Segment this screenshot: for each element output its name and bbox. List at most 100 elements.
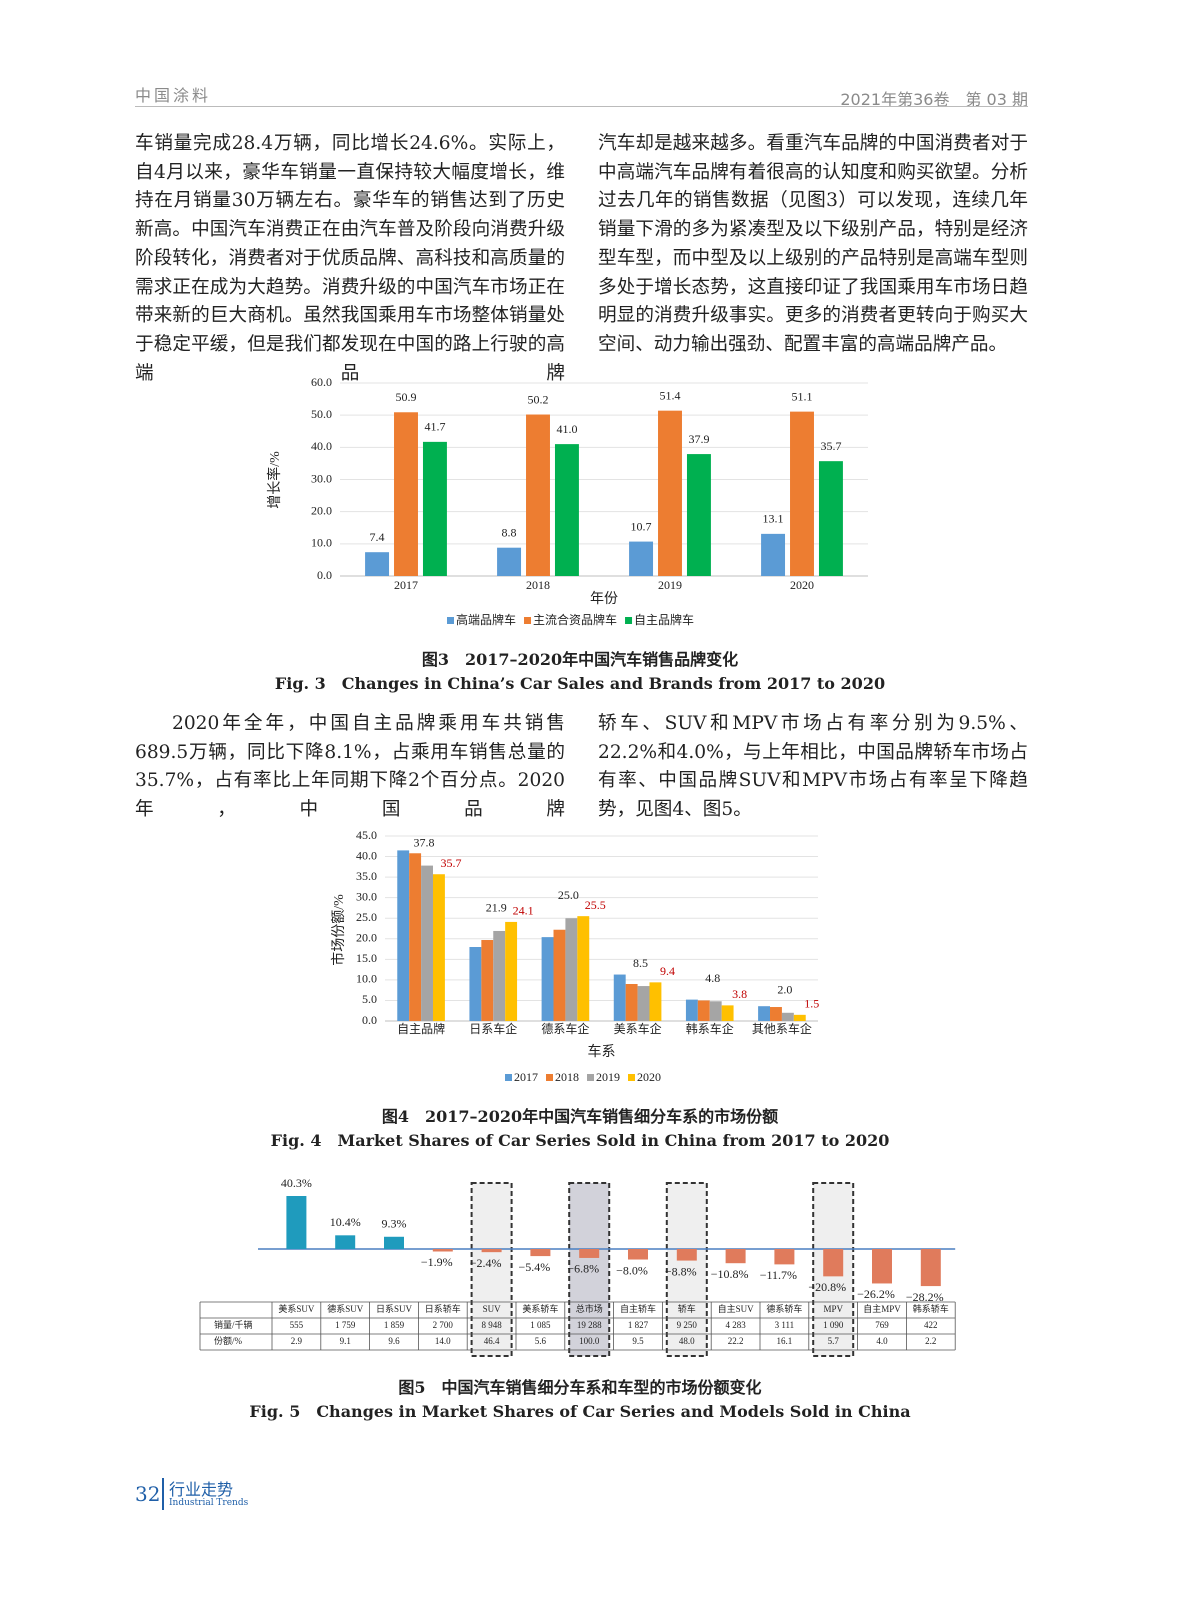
- bar: [793, 1014, 806, 1021]
- legend-label: 2017: [514, 1070, 538, 1084]
- data-label: 21.9: [486, 901, 507, 915]
- data-label: 35.7: [440, 856, 461, 870]
- legend-swatch: [447, 617, 454, 624]
- legend-label: 2020: [637, 1070, 661, 1084]
- data-label: −8.0%: [616, 1263, 648, 1277]
- table-header: 德系轿车: [766, 1303, 802, 1314]
- table-cell: 5.6: [535, 1336, 547, 1346]
- data-label: 9.4: [660, 964, 675, 978]
- table-cell: 9 250: [677, 1320, 698, 1330]
- bar: [432, 1249, 453, 1252]
- data-label: 7.4: [370, 530, 385, 544]
- table-header: 日系SUV: [376, 1304, 413, 1314]
- bar: [497, 547, 522, 576]
- bar: [553, 929, 566, 1021]
- bar: [577, 916, 590, 1021]
- table-cell: 9.1: [340, 1336, 351, 1346]
- data-label: 50.9: [396, 390, 417, 404]
- table-header: 轿车: [678, 1303, 696, 1314]
- bar: [565, 918, 578, 1021]
- table-cell: 1 827: [628, 1320, 649, 1330]
- y-tick-label: 45.0: [356, 828, 377, 842]
- bar: [649, 982, 662, 1021]
- highlight-box: [665, 1182, 708, 1357]
- table-cell: 4 283: [725, 1320, 746, 1330]
- table-header: 美系SUV: [278, 1303, 315, 1314]
- bar: [541, 937, 554, 1021]
- y-tick-label: 50.0: [311, 407, 332, 421]
- data-label: 3.8: [732, 987, 747, 1001]
- x-tick-label: 2020: [790, 578, 814, 592]
- bar: [286, 1196, 307, 1249]
- table-header: 德系SUV: [327, 1303, 364, 1314]
- bar: [394, 412, 418, 576]
- x-tick-label: 德系车企: [541, 1021, 589, 1036]
- x-tick-label: 2018: [526, 578, 550, 592]
- table-cell: 22.2: [728, 1336, 744, 1346]
- highlight-box: [568, 1182, 611, 1357]
- y-tick-label: 25.0: [356, 910, 377, 924]
- bar: [725, 1249, 746, 1264]
- data-label: 10.7: [631, 519, 652, 533]
- bar: [579, 1249, 600, 1258]
- header-rule: [135, 106, 1028, 107]
- x-tick-label: 其他系车企: [752, 1021, 812, 1036]
- y-tick-label: 15.0: [356, 951, 377, 965]
- data-label: 51.4: [660, 388, 681, 402]
- legend-label: 自主品牌车: [634, 612, 694, 627]
- table-cell: 8 948: [481, 1320, 502, 1330]
- bar: [920, 1249, 941, 1287]
- bar: [629, 541, 654, 576]
- bar: [686, 454, 711, 576]
- paragraph: 汽车却是越来越多。看重汽车品牌的中国消费者对于中高端汽车品牌有着很高的认知度和购…: [598, 133, 1028, 355]
- bar: [676, 1249, 697, 1261]
- y-tick-label: 0.0: [317, 568, 332, 582]
- bar: [365, 552, 390, 576]
- table-header: 自主MPV: [863, 1303, 901, 1314]
- y-tick-label: 0.0: [362, 1013, 377, 1027]
- y-tick-label: 60.0: [311, 375, 332, 389]
- issue: 2021年第36卷 第 03 期: [840, 90, 1028, 109]
- section-en: Industrial Trends: [169, 1498, 249, 1508]
- bar: [685, 999, 698, 1021]
- legend-label: 主流合资品牌车: [533, 612, 617, 627]
- y-axis-label: 增长率/%: [266, 451, 283, 509]
- table-row-label: 份额/%: [214, 1335, 243, 1346]
- table-row-label: 销量/千辆: [214, 1319, 253, 1330]
- legend-label: 高端品牌车: [456, 612, 516, 627]
- x-tick-label: 2017: [394, 578, 418, 592]
- data-label: −2.4%: [470, 1256, 502, 1270]
- bar: [637, 986, 650, 1021]
- paragraph: 轿车、SUV和MPV市场占有率分别为9.5%、22.2%和4.0%，与上年相比，…: [598, 713, 1028, 821]
- bar: [397, 850, 410, 1021]
- bar: [422, 441, 447, 576]
- table-cell: 3 111: [775, 1320, 795, 1330]
- data-label: 37.9: [688, 432, 709, 446]
- data-label: 51.1: [792, 389, 813, 403]
- bar: [384, 1236, 404, 1249]
- data-label: 2.0: [777, 983, 792, 997]
- bar: [761, 533, 786, 576]
- table-cell: 4.0: [876, 1336, 888, 1346]
- x-tick-label: 2019: [658, 578, 682, 592]
- bar: [758, 1006, 771, 1021]
- table-header: 日系轿车: [425, 1303, 461, 1314]
- data-label: 10.4%: [330, 1215, 361, 1229]
- page-number: 32: [135, 1482, 161, 1506]
- bar: [493, 930, 506, 1021]
- table-header: MPV: [823, 1304, 843, 1314]
- table-cell: 16.1: [777, 1336, 793, 1346]
- table-cell: 9.5: [632, 1336, 644, 1346]
- y-tick-label: 20.0: [356, 931, 377, 945]
- bar: [432, 874, 445, 1021]
- caption-en: Fig. 5 Changes in Market Shares of Car S…: [249, 1402, 911, 1421]
- x-axis-label: 年份: [590, 591, 618, 607]
- table-cell: 1 759: [335, 1320, 356, 1330]
- data-label: 1.5: [804, 997, 819, 1011]
- table-cell: 422: [924, 1320, 938, 1330]
- y-tick-label: 40.0: [311, 439, 332, 453]
- x-axis-label: 车系: [588, 1043, 616, 1060]
- bar: [628, 1249, 648, 1260]
- table-cell: 14.0: [435, 1336, 451, 1346]
- caption: 图3 2017–2020年中国汽车销售品牌变化: [421, 650, 739, 669]
